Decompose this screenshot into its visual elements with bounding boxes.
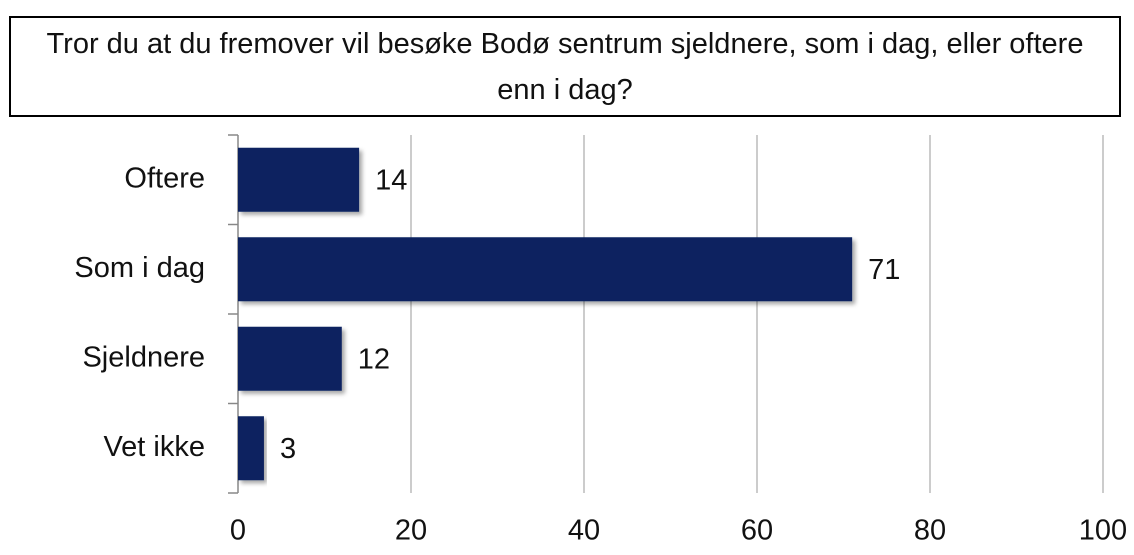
data-label: 14 [375, 164, 407, 196]
data-label: 71 [868, 254, 900, 286]
x-tick-label: 0 [230, 515, 246, 547]
bar [238, 147, 360, 212]
data-label: 12 [358, 343, 390, 375]
data-label: 3 [280, 433, 296, 465]
y-tick-label: Sjeldnere [82, 341, 205, 373]
bar [238, 416, 264, 481]
y-tick-label: Oftere [124, 162, 205, 194]
chart-title: Tror du at du fremover vil besøke Bodø s… [9, 16, 1121, 117]
x-tick-label: 20 [395, 515, 427, 547]
bar [238, 326, 342, 391]
x-tick-label: 60 [741, 515, 773, 547]
x-tick-label: 80 [914, 515, 946, 547]
y-tick-label: Som i dag [74, 252, 205, 284]
x-tick-label: 100 [1079, 515, 1127, 547]
x-tick-label: 40 [568, 515, 600, 547]
y-tick-label: Vet ikke [103, 431, 205, 463]
bar [238, 237, 853, 302]
